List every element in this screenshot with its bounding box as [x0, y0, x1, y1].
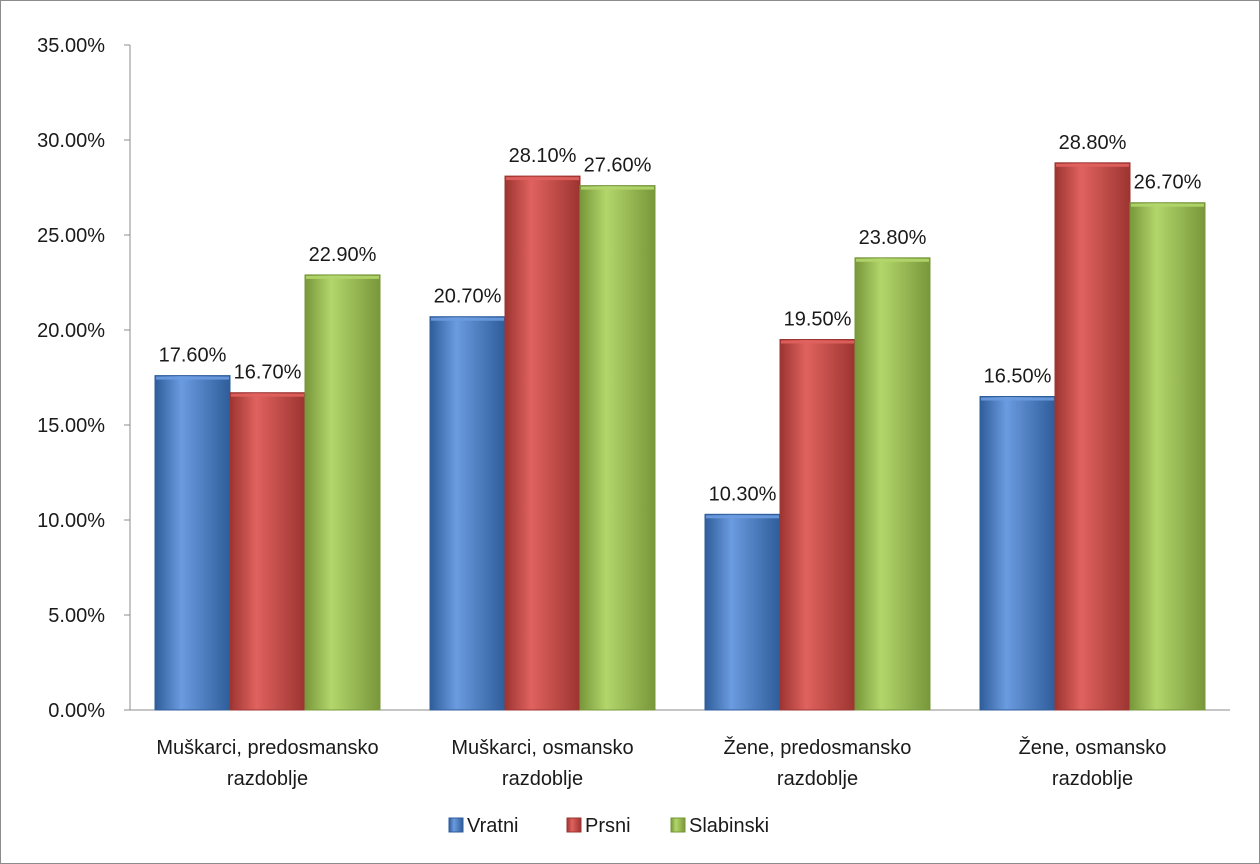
legend: Vratni Prsni Slabinski — [448, 815, 769, 837]
legend-swatch-prsni — [566, 817, 582, 833]
data-label: 20.70% — [434, 286, 502, 308]
legend-label-vratni: Vratni — [467, 815, 519, 837]
y-tick-label: 25.00% — [37, 225, 105, 247]
y-tick-label: 20.00% — [37, 320, 105, 342]
y-tick-label: 10.00% — [37, 510, 105, 532]
bar-slabinski — [304, 274, 381, 711]
bar-bevel — [581, 186, 654, 190]
x-category-label: razdoblje — [1052, 768, 1133, 790]
bar-slabinski — [1129, 202, 1206, 711]
legend-label-prsni: Prsni — [585, 815, 631, 837]
data-label: 26.70% — [1134, 172, 1202, 194]
bar-vratni — [429, 316, 506, 711]
x-category-label: razdoblje — [777, 768, 858, 790]
data-label: 22.90% — [309, 244, 377, 266]
bar-slabinski — [854, 257, 931, 711]
legend-swatch-slabinski — [670, 817, 686, 833]
bar-vratni — [154, 375, 231, 711]
bar-bevel — [1056, 163, 1129, 167]
data-label: 27.60% — [584, 155, 652, 177]
x-category-label: Žene, osmansko — [1019, 736, 1167, 759]
y-tick-label: 0.00% — [48, 700, 105, 722]
x-category-label: razdoblje — [227, 768, 308, 790]
y-tick-label: 35.00% — [37, 35, 105, 57]
data-label: 23.80% — [859, 227, 927, 249]
x-category-label: razdoblje — [502, 768, 583, 790]
bars — [154, 162, 1206, 711]
bar-bevel — [856, 258, 929, 262]
bar-vratni — [979, 396, 1056, 711]
bar-bevel — [431, 317, 504, 321]
legend-label-slabinski: Slabinski — [689, 815, 769, 837]
data-label: 16.70% — [234, 362, 302, 384]
bar-bevel — [781, 340, 854, 344]
bar-prsni — [504, 175, 581, 711]
bar-prsni — [779, 339, 856, 711]
x-category-label: Muškarci, predosmansko — [156, 737, 378, 759]
bar-vratni — [704, 513, 781, 711]
x-category-label: Žene, predosmansko — [724, 736, 912, 759]
bar-prsni — [1054, 162, 1131, 711]
bar-prsni — [229, 392, 306, 711]
bar-bevel — [706, 515, 779, 519]
y-tick-label: 5.00% — [48, 605, 105, 627]
y-tick-label: 15.00% — [37, 415, 105, 437]
x-category-label: Muškarci, osmansko — [451, 737, 633, 759]
data-label: 19.50% — [784, 309, 852, 331]
legend-swatch-vratni — [448, 817, 464, 833]
bar-bevel — [506, 177, 579, 181]
bar-bevel — [306, 275, 379, 279]
y-tick-label: 30.00% — [37, 130, 105, 152]
data-label: 28.80% — [1059, 132, 1127, 154]
bar-bevel — [1131, 203, 1204, 207]
bar-slabinski — [579, 185, 656, 711]
bar-bevel — [231, 393, 304, 397]
data-label: 17.60% — [159, 345, 227, 367]
bar-bevel — [981, 397, 1054, 401]
bar-bevel — [156, 376, 229, 380]
data-label: 28.10% — [509, 145, 577, 167]
data-label: 16.50% — [984, 366, 1052, 388]
x-axis-labels: Muškarci, predosmansko razdoblje Muškarci,… — [156, 736, 1166, 790]
data-label: 10.30% — [709, 483, 777, 505]
data-labels: 17.60% 16.70% 22.90% 20.70% 28.10% 27.60% 10.3… — [159, 132, 1202, 505]
